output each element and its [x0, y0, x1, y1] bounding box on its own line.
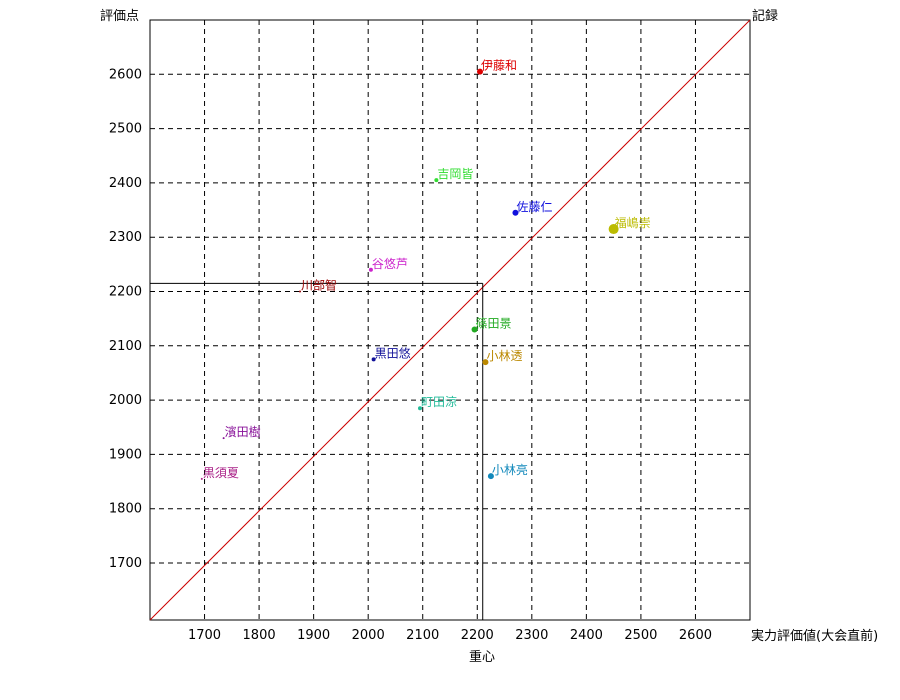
point-label: 福嶋崇	[615, 215, 651, 230]
y-tick-label: 2500	[109, 122, 142, 137]
y-tick-label: 1800	[109, 502, 142, 517]
y-tick-label: 2400	[109, 176, 142, 191]
data-point	[482, 359, 489, 366]
y-tick-label: 1700	[109, 556, 142, 571]
center-crosshair	[150, 282, 484, 620]
x-tick-labels: 1700 1800 1900 2000 2100 2200 2300 2400 2500 2600	[188, 628, 712, 643]
x-tick-label: 2400	[570, 628, 603, 643]
point-label: 伊藤和	[481, 59, 517, 73]
x-tick-label: 1800	[243, 628, 276, 643]
data-point	[434, 178, 439, 183]
data-point	[418, 406, 422, 411]
data-point	[512, 209, 519, 216]
diagonal-line	[149, 19, 751, 621]
point-label: 谷悠芦	[372, 256, 408, 271]
data-point	[487, 473, 494, 480]
point-label: 濱田樹	[225, 425, 261, 439]
x-axis-label: 実力評価値(大会直前)	[751, 628, 878, 644]
x-tick-label: 2100	[406, 628, 439, 643]
point-label: 黒須夏	[203, 466, 239, 480]
point-label: 町田涼	[421, 394, 457, 409]
data-point	[371, 357, 376, 362]
plot-frame	[149, 19, 751, 621]
x-tick-label: 1900	[297, 628, 330, 643]
x-tick-label: 2300	[515, 628, 548, 643]
data-point	[471, 326, 478, 333]
center-label: 重心	[469, 649, 495, 665]
x-tick-label: 2600	[679, 628, 712, 643]
data-point	[222, 437, 225, 440]
point-label: 篠田景	[476, 316, 512, 331]
x-tick-label: 2500	[624, 628, 657, 643]
x-tick-label: 2200	[461, 628, 494, 643]
data-point	[477, 68, 483, 75]
data-point	[200, 477, 203, 480]
data-point	[368, 267, 373, 272]
point-label: 小林透	[486, 349, 522, 363]
y-tick-label: 2600	[109, 67, 142, 82]
x-tick-label: 1700	[188, 628, 221, 643]
point-label: 小林亮	[492, 462, 528, 477]
y-tick-label: 2200	[109, 284, 142, 299]
point-label: 佐藤仁	[516, 200, 552, 214]
x-tick-label: 2000	[352, 628, 385, 643]
y-tick-label: 2300	[109, 230, 142, 245]
grid	[150, 20, 750, 620]
y-tick-label: 2100	[109, 339, 142, 354]
point-label: 吉岡皆	[437, 167, 473, 181]
y-axis-label: 評価点	[100, 9, 139, 24]
diagonal-label: 記録	[752, 8, 778, 24]
y-tick-label: 2000	[109, 393, 142, 408]
point-label: 黒田悠	[375, 345, 411, 360]
data-point	[608, 224, 619, 235]
data-point	[299, 290, 301, 293]
y-tick-labels: 1700 1800 1900 2000 2100 2200 2300 2400 2500 2600	[109, 67, 142, 571]
y-tick-label: 1900	[109, 447, 142, 462]
point-label: 川部智	[301, 277, 337, 292]
